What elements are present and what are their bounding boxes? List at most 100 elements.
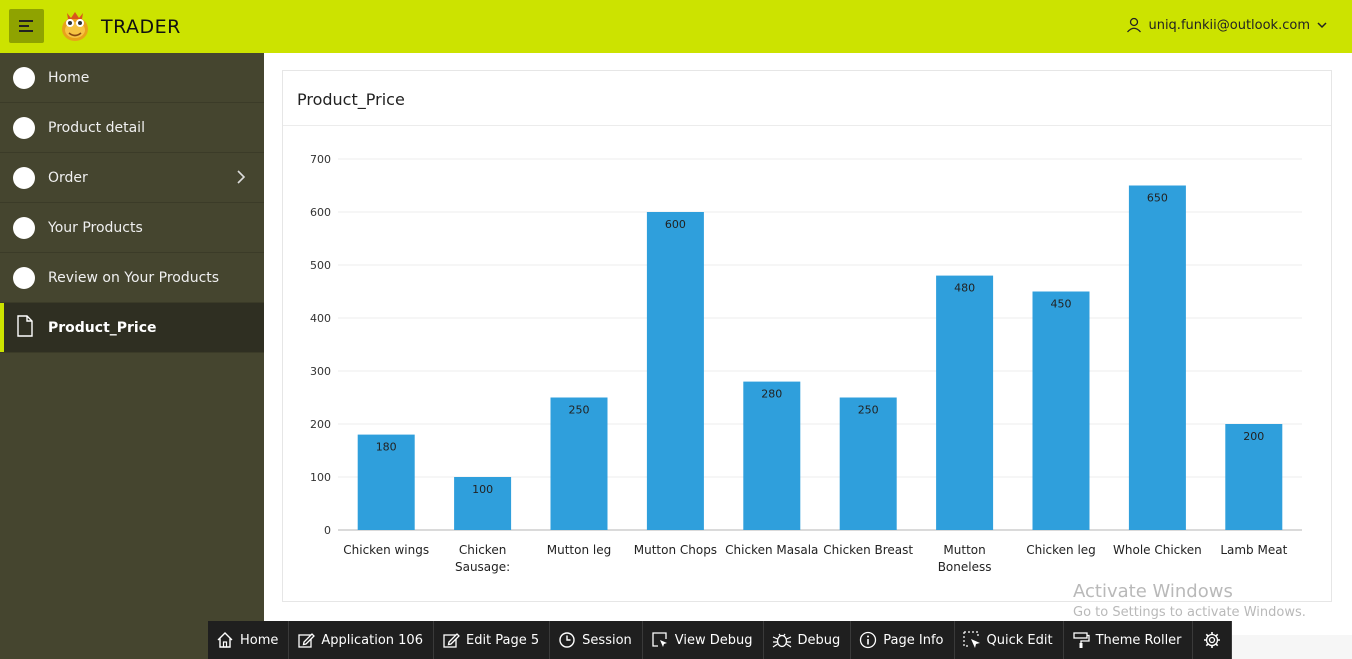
data-label: 480 <box>954 282 975 295</box>
circle-icon <box>13 67 35 89</box>
sidebar-item-review-on-your-products[interactable]: Review on Your Products <box>0 253 264 303</box>
y-tick-label: 0 <box>324 524 331 537</box>
bar <box>1225 424 1283 530</box>
toolbar-label: Page Info <box>883 632 944 648</box>
menu-toggle-button[interactable] <box>9 9 44 43</box>
toolbar-session-button[interactable]: Session <box>550 621 643 659</box>
menu-icon-line <box>19 25 29 27</box>
card-divider <box>283 125 1331 126</box>
circle-icon <box>13 267 35 289</box>
y-tick-label: 300 <box>310 365 331 378</box>
circle-icon <box>13 117 35 139</box>
toolbar-page-info-button[interactable]: Page Info <box>851 621 955 659</box>
x-tick-label: Chicken wings <box>343 543 429 557</box>
toolbar-label: Quick Edit <box>986 632 1053 648</box>
y-tick-label: 200 <box>310 418 331 431</box>
window-pointer-icon <box>652 632 667 647</box>
toolbar-settings-button[interactable] <box>1193 621 1232 659</box>
data-label: 100 <box>472 483 493 496</box>
toolbar-quick-edit-button[interactable]: Quick Edit <box>955 621 1064 659</box>
bar <box>936 275 994 530</box>
x-tick-label: Chicken Masala <box>725 543 818 557</box>
bar <box>839 397 897 530</box>
active-indicator <box>0 303 4 352</box>
toolbar-label: Theme Roller <box>1095 632 1182 648</box>
edit-icon <box>443 633 460 648</box>
chevron-down-icon <box>1317 22 1327 29</box>
x-tick-label: Chicken Breast <box>823 543 913 557</box>
top-header: TRADER uniq.funkii@outlook.com <box>0 0 1352 53</box>
toolbar-edit-page-button[interactable]: Edit Page 5 <box>434 621 551 659</box>
x-tick-label: Chicken leg <box>1026 543 1096 557</box>
user-email: uniq.funkii@outlook.com <box>1148 17 1310 33</box>
card-title: Product_Price <box>297 90 405 109</box>
paint-roller-icon <box>1072 632 1090 648</box>
document-icon <box>17 315 33 337</box>
activate-windows-subtitle: Go to Settings to activate Windows. <box>1073 605 1306 620</box>
sidebar: Home Product detail Order Your Products … <box>0 53 264 659</box>
bar <box>550 397 608 530</box>
y-tick-label: 100 <box>310 471 331 484</box>
chart-card: Product_Price 0 100 200 300 400 500 600 700 180 C… <box>282 70 1332 602</box>
sidebar-item-home[interactable]: Home <box>0 53 264 103</box>
toolbar-theme-roller-button[interactable]: Theme Roller <box>1064 621 1193 659</box>
sidebar-item-label: Home <box>48 69 90 86</box>
toolbar-label: Debug <box>797 632 841 648</box>
data-label: 200 <box>1243 430 1264 443</box>
trader-logo-icon <box>62 12 88 41</box>
app-title: TRADER <box>101 16 181 38</box>
menu-icon-line <box>19 20 33 22</box>
y-tick-label: 500 <box>310 259 331 272</box>
data-label: 250 <box>569 404 590 417</box>
toolbar-application-button[interactable]: Application 106 <box>289 621 434 659</box>
sidebar-item-label: Order <box>48 169 88 186</box>
edit-icon <box>298 633 316 648</box>
toolbar-label: Edit Page 5 <box>465 632 540 648</box>
x-tick-label: Whole Chicken <box>1113 543 1202 557</box>
toolbar-view-debug-button[interactable]: View Debug <box>643 621 764 659</box>
data-label: 650 <box>1147 192 1168 205</box>
data-label: 280 <box>761 388 782 401</box>
toolbar-label: View Debug <box>674 632 753 648</box>
bar <box>454 477 512 530</box>
developer-toolbar: Home Application 106 Edit Page 5 Session… <box>208 621 1232 659</box>
x-tick-label: Mutton leg <box>547 543 611 557</box>
x-tick-label: Mutton Chops <box>634 543 717 557</box>
bar <box>1128 185 1186 530</box>
circle-icon <box>13 217 35 239</box>
sidebar-item-product-detail[interactable]: Product detail <box>0 103 264 153</box>
data-label: 250 <box>858 404 879 417</box>
x-tick-label: Lamb Meat <box>1220 543 1287 557</box>
sidebar-item-label: Product detail <box>48 119 145 136</box>
bar-chart: 0 100 200 300 400 500 600 700 180 Chicken wings 10… <box>310 153 1302 574</box>
main-content: Product_Price 0 100 200 300 400 500 600 700 180 C… <box>264 53 1352 635</box>
toolbar-debug-button[interactable]: Debug <box>764 621 852 659</box>
data-label: 600 <box>665 218 686 231</box>
toolbar-home-button[interactable]: Home <box>208 621 290 659</box>
y-tick-label: 400 <box>310 312 331 325</box>
home-icon <box>217 632 233 648</box>
toolbar-label: Application 106 <box>321 632 423 648</box>
sidebar-item-order[interactable]: Order <box>0 153 264 203</box>
bar <box>1032 291 1090 530</box>
x-tick-label: Mutton Boneless <box>938 543 992 574</box>
sidebar-item-label: Product_Price <box>48 319 157 336</box>
sidebar-item-label: Your Products <box>48 219 143 236</box>
bar <box>646 212 704 530</box>
info-icon <box>860 631 877 649</box>
sidebar-item-your-products[interactable]: Your Products <box>0 203 264 253</box>
data-label: 450 <box>1051 298 1072 311</box>
user-icon <box>1127 17 1142 33</box>
toolbar-label: Home <box>240 632 279 648</box>
y-tick-label: 700 <box>310 153 331 166</box>
cursor-select-icon <box>962 631 980 648</box>
y-tick-label: 600 <box>310 206 331 219</box>
clock-icon <box>559 632 575 648</box>
chevron-right-icon[interactable] <box>234 169 248 185</box>
bar <box>357 434 415 530</box>
toolbar-label: Session <box>582 632 632 648</box>
x-tick-label: Chicken Sausage: <box>455 543 510 574</box>
sidebar-item-product-price[interactable]: Product_Price <box>0 303 264 353</box>
user-menu[interactable]: uniq.funkii@outlook.com <box>1126 17 1328 33</box>
bar <box>743 381 801 530</box>
